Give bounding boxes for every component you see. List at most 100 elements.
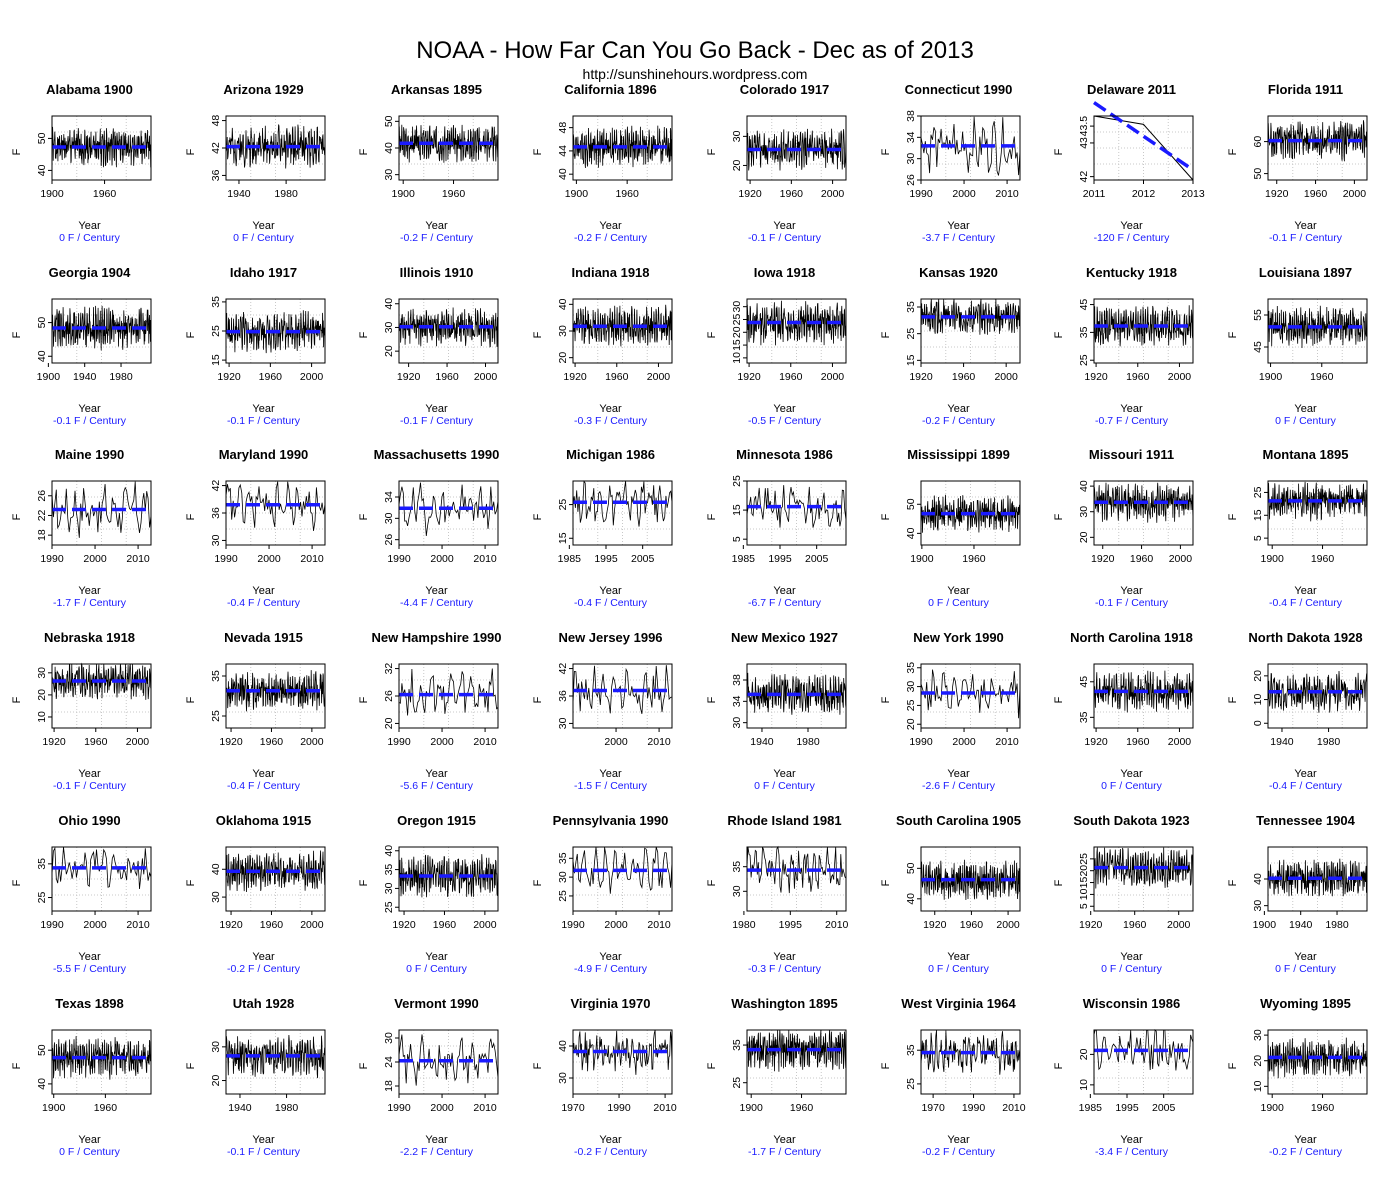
x-tick-label: 2000: [1343, 188, 1367, 200]
y-tick-label: 40: [905, 893, 917, 905]
trend-label: -0.1 F / Century: [53, 415, 127, 427]
x-axis-label: Year: [1294, 220, 1317, 232]
plot-frame: [920, 480, 1020, 546]
trend-label: -2.6 F / Century: [922, 780, 996, 792]
y-tick-label: 30: [210, 1040, 222, 1052]
x-tick-label: 1995: [594, 553, 618, 565]
chart-title: Maryland 1990: [218, 447, 308, 462]
y-tick-label: 22: [36, 510, 48, 522]
x-tick-label: 1900: [37, 371, 61, 383]
y-tick-label: 15: [1078, 876, 1090, 888]
x-tick-label: 1940: [73, 371, 97, 383]
plot-frame: [1267, 115, 1368, 181]
y-axis-label: F: [11, 879, 23, 886]
data-series-line: [746, 1029, 847, 1072]
trend-label: -3.4 F / Century: [1095, 1146, 1169, 1158]
x-tick-label: 1980: [796, 736, 820, 748]
y-tick-label: 35: [731, 860, 743, 872]
trend-label: 0 F / Century: [1275, 963, 1336, 975]
y-tick-label: 30: [557, 871, 569, 883]
trend-label: 0 F / Century: [1101, 963, 1162, 975]
y-tick-label: 25: [1252, 487, 1264, 499]
plot-frame: [746, 480, 847, 546]
y-axis-label: F: [532, 514, 544, 521]
x-tick-label: 1985: [1079, 1102, 1103, 1114]
chart-svg: Missouri 1911 1920 1960 2000 20 30 40 F Year-0.1…: [1053, 447, 1194, 609]
chart-panel: Delaware 2011 2011 2012 2013 42 43 43.5 F Year -1…: [1053, 80, 1228, 263]
trend-label: -0.3 F / Century: [574, 415, 648, 427]
data-series-line: [1093, 1028, 1194, 1071]
chart-panel: Washington 1895 1900 1960 25 35 F Year -1.7 F /…: [706, 994, 881, 1177]
chart-title: Washington 1895: [731, 996, 837, 1011]
x-axis-label: Year: [78, 220, 101, 232]
x-tick-label: 1985: [731, 553, 755, 565]
data-series-line: [572, 304, 673, 347]
y-tick-label: 50: [36, 1044, 48, 1056]
y-tick-label: 26: [383, 690, 395, 702]
y-tick-label: 35: [1078, 326, 1090, 338]
x-tick-label: 2000: [994, 371, 1018, 383]
chart-svg: Nebraska 1918 1920 1960 2000 10 20 30 F Year-0.1…: [11, 630, 152, 792]
x-tick-label: 1990: [40, 919, 64, 931]
y-tick-label: 30: [383, 882, 395, 894]
y-tick-label: 26: [905, 174, 917, 186]
y-tick-label: 18: [383, 1080, 395, 1092]
x-tick-label: 2005: [805, 553, 829, 565]
y-axis-label: F: [1227, 514, 1239, 521]
y-tick-label: 25: [557, 499, 569, 511]
x-axis-label: Year: [1121, 768, 1144, 780]
y-tick-label: 20: [905, 718, 917, 730]
chart-svg: California 1896 1900 1960 40 44 48 F Year-0.2 F…: [532, 82, 673, 244]
chart-panel: North Carolina 1918 1920 1960 2000 35 45 F Year…: [1053, 628, 1228, 811]
y-tick-label: 44: [557, 145, 569, 157]
chart-panel: South Carolina 1905 1920 1960 2000 40 50 F Year…: [880, 811, 1055, 994]
data-series-line: [399, 668, 499, 716]
chart-svg: Massachusetts 1990 1990 2000 2010 26 30 34 F Yea…: [358, 447, 499, 609]
chart-title: Rhode Island 1981: [727, 813, 841, 828]
data-series-line: [920, 116, 1020, 176]
data-series-line: [1267, 858, 1368, 897]
x-axis-label: Year: [252, 768, 275, 780]
x-tick-label: 1990: [214, 553, 238, 565]
x-tick-label: 1920: [1085, 371, 1109, 383]
x-tick-label: 1940: [1289, 919, 1313, 931]
y-tick-label: 40: [1078, 481, 1090, 493]
x-tick-label: 1980: [109, 371, 133, 383]
plot-frame: [920, 1029, 1020, 1094]
chart-title: Arizona 1929: [223, 82, 303, 97]
data-series-line: [225, 124, 326, 169]
chart-panel: Rhode Island 1981 1980 1995 2010 30 35 F Year -0…: [706, 811, 881, 994]
x-tick-label: 1990: [388, 553, 412, 565]
data-series-line: [920, 1029, 1020, 1075]
chart-svg: Oklahoma 1915 1920 1960 2000 30 40 F Year-0.2 F…: [185, 813, 326, 975]
plot-frame: [398, 298, 499, 364]
x-tick-label: 1940: [750, 736, 774, 748]
y-tick-label: 50: [383, 115, 395, 127]
y-tick-label: 50: [905, 862, 917, 874]
y-tick-label: 40: [36, 350, 48, 362]
chart-title: Florida 1911: [1268, 82, 1343, 97]
chart-svg: Arkansas 1895 1900 1960 30 40 50 F Year-0.2 F /…: [358, 82, 499, 244]
x-tick-label: 2010: [995, 736, 1019, 748]
chart-panel: Maryland 1990 1990 2000 2010 30 36 42 F Year -0.4…: [185, 445, 360, 628]
chart-svg: Idaho 1917 1920 1960 2000 15 25 35 F Year-0.1 F …: [185, 265, 326, 427]
x-axis-label: Year: [426, 220, 449, 232]
x-tick-label: 2000: [1167, 919, 1191, 931]
x-axis-label: Year: [599, 220, 622, 232]
chart-svg: Virginia 1970 1970 1990 2010 30 40 F Year-0.2 F…: [532, 996, 677, 1158]
plot-frame: [572, 480, 673, 546]
trend-label: -0.5 F / Century: [748, 415, 822, 427]
y-tick-label: 30: [731, 717, 743, 729]
x-tick-label: 1960: [1304, 188, 1328, 200]
y-tick-label: 30: [557, 718, 569, 730]
y-tick-label: 34: [905, 131, 917, 143]
chart-title: Georgia 1904: [49, 265, 131, 280]
chart-panel: New Hampshire 1990 1990 2000 2010 20 26 32 F Yea…: [358, 628, 533, 811]
trend-label: -0.1 F / Century: [748, 232, 822, 244]
y-tick-label: 40: [383, 845, 395, 857]
chart-panel: Maine 1990 1990 2000 2010 18 22 26 F Year -1.7 F …: [11, 445, 186, 628]
chart-panel: Ohio 1990 1990 2000 2010 25 35 F Year -5.5 F / C…: [11, 811, 186, 994]
y-tick-label: 18: [36, 530, 48, 542]
trend-label: 0 F / Century: [1275, 415, 1336, 427]
chart-title: Iowa 1918: [754, 265, 815, 280]
